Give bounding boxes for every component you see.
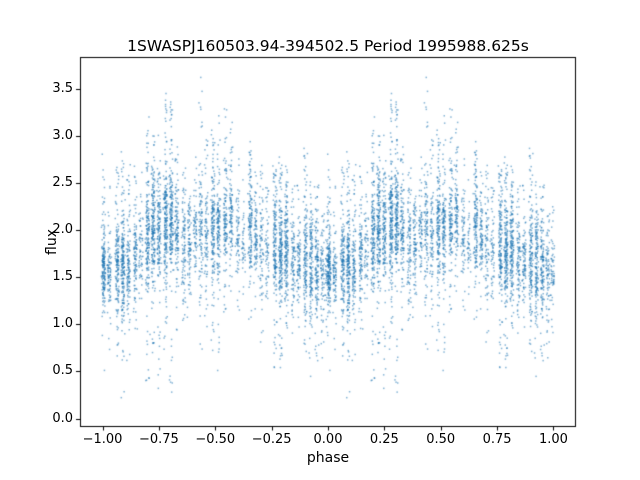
chart-title: 1SWASPJ160503.94-394502.5 Period 1995988… [127, 37, 529, 55]
x-tick-label: −0.50 [195, 432, 236, 447]
y-tick-label: 2.5 [52, 175, 73, 191]
x-tick-label: 0.00 [313, 432, 343, 447]
y-tick-label: 1.0 [52, 316, 73, 332]
x-tick-label: −1.00 [82, 432, 123, 447]
x-tick-label: 0.25 [369, 432, 399, 447]
x-tick-label: 0.75 [482, 432, 512, 447]
y-tick-label: 2.0 [52, 222, 73, 238]
x-tick-label: −0.25 [251, 432, 292, 447]
x-tick-label: 0.50 [426, 432, 456, 447]
x-tick-label: 1.00 [538, 432, 568, 447]
x-tick-label: −0.75 [138, 432, 179, 447]
y-tick-label: 1.5 [52, 269, 73, 285]
y-tick-label: 3.0 [52, 128, 73, 144]
y-tick-label: 0.5 [52, 363, 73, 379]
x-axis-label: phase [306, 450, 350, 466]
y-tick-label: 0.0 [52, 410, 73, 426]
y-tick-label: 3.5 [52, 81, 73, 96]
